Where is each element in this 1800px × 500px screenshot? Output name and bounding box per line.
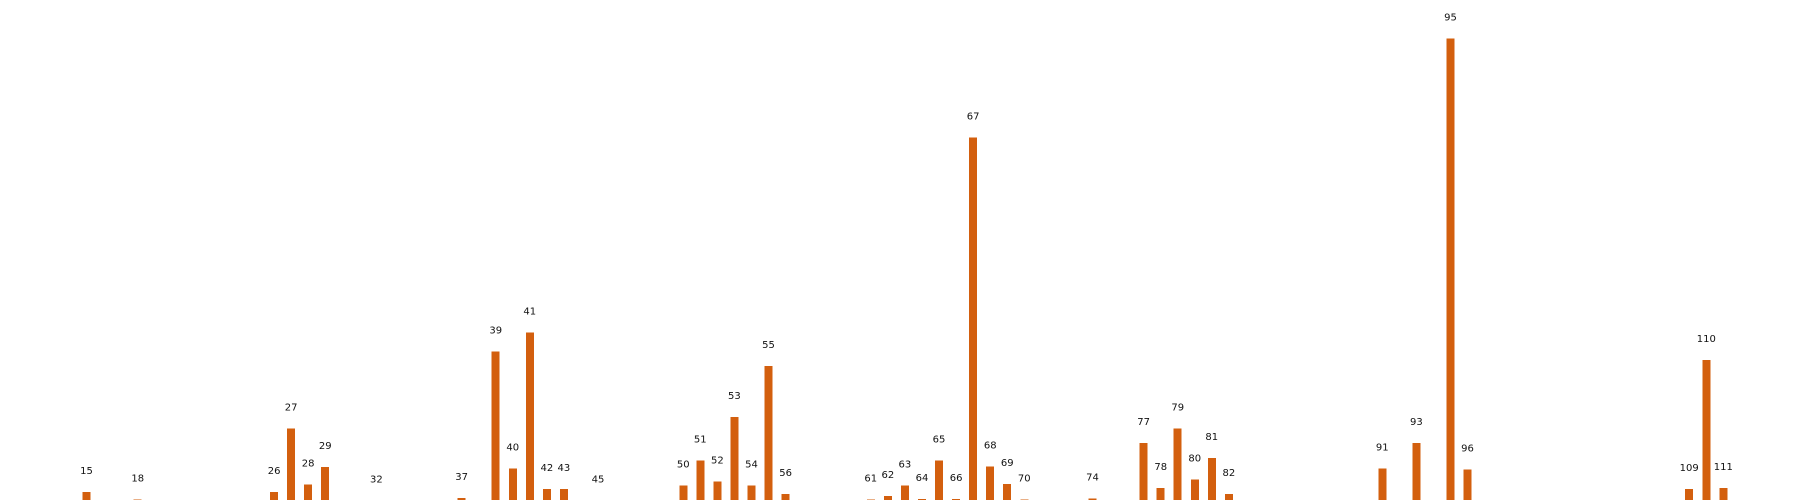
bar-label-79: 79 — [1171, 403, 1184, 414]
bar-label-45: 45 — [592, 475, 605, 486]
bar-111 — [1719, 487, 1728, 500]
bar-109 — [1685, 488, 1694, 500]
bar-label-111: 111 — [1714, 462, 1733, 473]
bar-52 — [713, 481, 722, 500]
bar-label-54: 54 — [745, 459, 758, 470]
bar-label-77: 77 — [1137, 417, 1150, 428]
bar-63 — [900, 485, 909, 500]
bar-label-68: 68 — [984, 441, 997, 452]
bar-93 — [1412, 442, 1421, 500]
bar-label-91: 91 — [1376, 443, 1389, 454]
bars-group — [82, 38, 1728, 500]
bar-39 — [491, 351, 500, 500]
bar-54 — [747, 485, 756, 500]
bar-label-27: 27 — [285, 403, 298, 414]
bar-55 — [764, 366, 773, 500]
bar-50 — [679, 485, 688, 500]
bar-label-50: 50 — [677, 459, 690, 470]
bar-27 — [287, 428, 296, 500]
bar-91 — [1378, 468, 1387, 500]
bar-80 — [1190, 479, 1199, 500]
bar-label-110: 110 — [1697, 334, 1716, 345]
bar-label-40: 40 — [506, 443, 519, 454]
bar-42 — [542, 488, 551, 500]
bar-label-95: 95 — [1444, 13, 1457, 24]
bar-78 — [1156, 487, 1165, 500]
bar-68 — [986, 466, 995, 500]
bar-74 — [1088, 498, 1097, 500]
bar-label-80: 80 — [1188, 453, 1201, 464]
bar-96 — [1463, 469, 1472, 500]
bar-label-62: 62 — [882, 470, 895, 481]
bar-label-43: 43 — [558, 463, 571, 474]
bar-label-61: 61 — [864, 474, 877, 485]
bar-label-93: 93 — [1410, 417, 1423, 428]
bar-label-109: 109 — [1680, 463, 1699, 474]
bar-37 — [457, 498, 466, 500]
bar-29 — [321, 467, 330, 500]
bar-26 — [270, 491, 279, 500]
bar-53 — [730, 417, 739, 500]
bar-43 — [559, 488, 568, 500]
bar-label-70: 70 — [1018, 474, 1031, 485]
bar-label-81: 81 — [1205, 432, 1218, 443]
bar-labels-group: 15 18 26 27 28 29 32 37 39 40 41 42 43 45 50 51 52 53 54 55… — [80, 13, 1733, 486]
bar-15 — [82, 491, 91, 500]
bar-label-32: 32 — [370, 475, 383, 486]
bar-62 — [883, 495, 892, 500]
bar-label-64: 64 — [916, 473, 929, 484]
bar-label-55: 55 — [762, 340, 775, 351]
bar-label-37: 37 — [455, 472, 468, 483]
bar-77 — [1139, 442, 1148, 500]
bar-label-41: 41 — [523, 307, 536, 318]
bar-label-82: 82 — [1223, 468, 1236, 479]
bar-label-18: 18 — [131, 474, 144, 485]
bar-label-51: 51 — [694, 435, 707, 446]
bar-label-42: 42 — [541, 463, 554, 474]
bar-label-74: 74 — [1086, 473, 1099, 484]
bar-label-56: 56 — [779, 468, 792, 479]
bar-label-28: 28 — [302, 458, 315, 469]
bar-41 — [525, 332, 534, 500]
bar-label-39: 39 — [489, 325, 502, 336]
bar-81 — [1207, 458, 1216, 500]
bar-label-26: 26 — [268, 466, 281, 477]
bar-label-67: 67 — [967, 112, 980, 123]
bar-label-69: 69 — [1001, 458, 1014, 469]
bar-label-29: 29 — [319, 441, 332, 452]
bar-label-66: 66 — [950, 473, 963, 484]
bar-110 — [1702, 360, 1711, 500]
bar-label-96: 96 — [1461, 444, 1474, 455]
bar-label-65: 65 — [933, 435, 946, 446]
bar-56 — [781, 493, 790, 500]
bar-82 — [1224, 493, 1233, 500]
bar-label-63: 63 — [899, 459, 912, 470]
bar-28 — [304, 484, 313, 500]
bar-51 — [696, 460, 705, 500]
bar-67 — [969, 137, 978, 500]
bar-label-52: 52 — [711, 455, 724, 466]
bar-label-53: 53 — [728, 391, 741, 402]
bar-label-15: 15 — [80, 466, 93, 477]
bar-40 — [508, 468, 517, 500]
bar-95 — [1446, 38, 1455, 500]
bar-69 — [1003, 483, 1012, 500]
bar-79 — [1173, 428, 1182, 500]
bar-65 — [935, 460, 943, 500]
bar-label-78: 78 — [1154, 462, 1167, 473]
